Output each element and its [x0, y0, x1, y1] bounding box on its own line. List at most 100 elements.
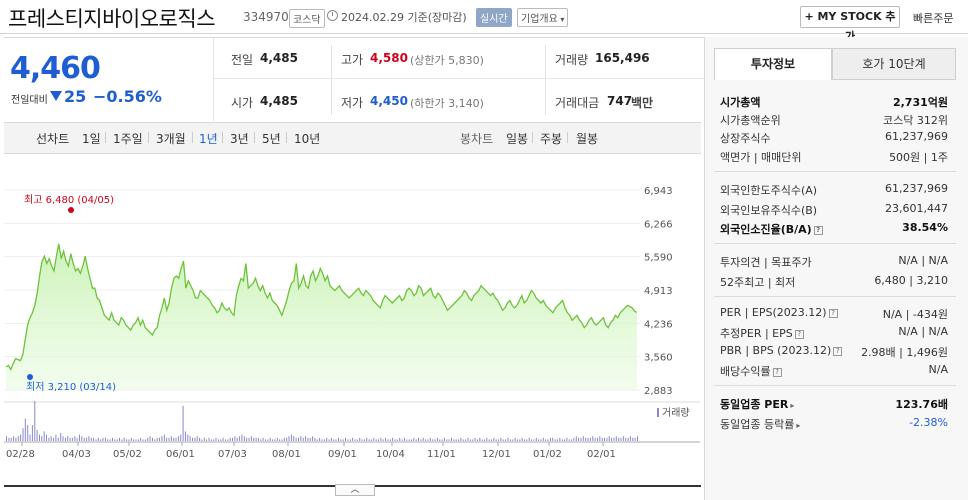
volume-bar [119, 437, 120, 441]
help-icon[interactable]: ? [772, 368, 782, 377]
x-tick-label: 06/01 [166, 449, 195, 460]
tab-hoga-10[interactable]: 호가 10단계 [832, 48, 956, 80]
volume-bar [50, 436, 52, 441]
volume-bar [620, 437, 622, 441]
company-info-dropdown[interactable]: 기업개요 [517, 8, 569, 27]
divider [214, 78, 704, 79]
volume-bar [41, 436, 43, 441]
divider [714, 171, 956, 172]
help-icon[interactable]: ? [828, 309, 838, 318]
volume-bar [88, 436, 90, 441]
volume-bar [60, 433, 62, 441]
volume-bar [76, 437, 78, 441]
volume-bar [20, 434, 22, 441]
candle-weekly[interactable]: 주봉 [540, 132, 563, 146]
add-mystock-button[interactable]: + MY STOCK 추가 [800, 6, 900, 43]
week52-value: 6,480 | 3,210 [874, 274, 948, 287]
volume-bar [81, 436, 83, 441]
volume-bar [481, 439, 483, 441]
volume-bar [222, 437, 224, 441]
volume-bar [443, 437, 445, 441]
volume-bar [298, 437, 299, 441]
volume-bar [86, 437, 88, 441]
tab-invest-info[interactable]: 투자정보 [714, 48, 832, 80]
price-change: 25 [64, 87, 87, 106]
volume-bar [248, 437, 250, 441]
arrow-right-icon[interactable]: ▸ [796, 421, 801, 430]
volume-bar [149, 436, 151, 441]
collapse-chevron-icon[interactable]: ︿ [335, 484, 375, 496]
par-label: 액면가 | 매매단위 [720, 151, 802, 164]
volume-bar [97, 437, 99, 441]
volume-bar [505, 439, 507, 441]
realtime-button[interactable]: 실시간 [476, 8, 512, 27]
volume-bar [328, 439, 330, 441]
rank-value: 코스닥 312위 [883, 114, 948, 127]
x-tick-label: 08/01 [272, 449, 301, 460]
period-3m[interactable]: 3개월 [156, 132, 186, 146]
arrow-right-icon[interactable]: ▸ [790, 401, 795, 410]
x-tick-label: 04/03 [62, 449, 91, 460]
amount-label: 거래대금 [555, 96, 600, 110]
period-1w[interactable]: 1주일 [113, 132, 143, 146]
volume-bar [451, 437, 452, 441]
volume-bar [396, 439, 398, 441]
volume-bar [540, 439, 542, 441]
foreign-hold-value: 23,601,447 [885, 202, 948, 215]
volume-bar [542, 437, 544, 441]
volume-bar [366, 437, 368, 441]
volume-bar [575, 436, 577, 441]
volume-bar [62, 436, 64, 441]
volume-bar [74, 436, 76, 441]
help-icon[interactable]: ? [833, 347, 843, 356]
volume-bar [147, 437, 149, 441]
divider [714, 385, 956, 386]
volume-bar [217, 439, 219, 441]
price-chart[interactable]: 6,943 6,266 5,590 4,913 4,236 3,560 2,883 최고 6… [0, 155, 704, 483]
help-icon[interactable]: ? [813, 226, 823, 235]
period-1y[interactable]: 1년 [199, 132, 218, 146]
est-per-label: 추정PER | EPS [720, 327, 793, 340]
volume-bar [55, 434, 57, 441]
volume-bar [100, 439, 102, 441]
volume-bar [432, 439, 434, 441]
volume-bar [253, 437, 255, 441]
period-5y[interactable]: 5년 [262, 132, 281, 146]
volume-bar [354, 439, 356, 441]
volume-bar [559, 437, 561, 441]
volume-bar [330, 437, 332, 441]
volume-bar [455, 439, 457, 441]
volume-bar [476, 439, 478, 441]
amount-value: 747 [607, 94, 633, 108]
separator [532, 132, 533, 143]
volume-bar [53, 437, 55, 441]
volume-bar [415, 439, 417, 441]
divider [714, 296, 956, 297]
candle-daily[interactable]: 일봉 [506, 132, 529, 146]
period-10y[interactable]: 10년 [294, 132, 321, 146]
volume-bar [272, 439, 274, 441]
volume-bar [361, 439, 363, 441]
period-3y[interactable]: 3년 [230, 132, 249, 146]
volume-bar [524, 439, 525, 441]
volume-bar [573, 437, 575, 441]
volume-bar [163, 434, 165, 441]
help-icon[interactable]: ? [794, 330, 804, 339]
week52-label: 52주최고 | 최저 [720, 276, 796, 289]
volume-bar [615, 436, 617, 441]
sector-per-label: 동일업종 PER [720, 398, 789, 411]
period-1d[interactable]: 1일 [82, 132, 101, 146]
volume-bar [22, 428, 24, 441]
volume-bar [370, 439, 372, 441]
volume-bar [203, 437, 205, 441]
volume-bar [232, 437, 233, 441]
volume-bar [112, 437, 113, 441]
candle-monthly[interactable]: 월봉 [576, 132, 599, 146]
quick-order-button[interactable]: 빠른주문 [913, 12, 954, 25]
volume-bar [516, 439, 518, 441]
volume-bar [514, 437, 516, 441]
volume-bar [180, 434, 182, 441]
volume-bar [392, 437, 394, 441]
volume-bar [123, 437, 125, 441]
volume-bar [220, 439, 222, 441]
